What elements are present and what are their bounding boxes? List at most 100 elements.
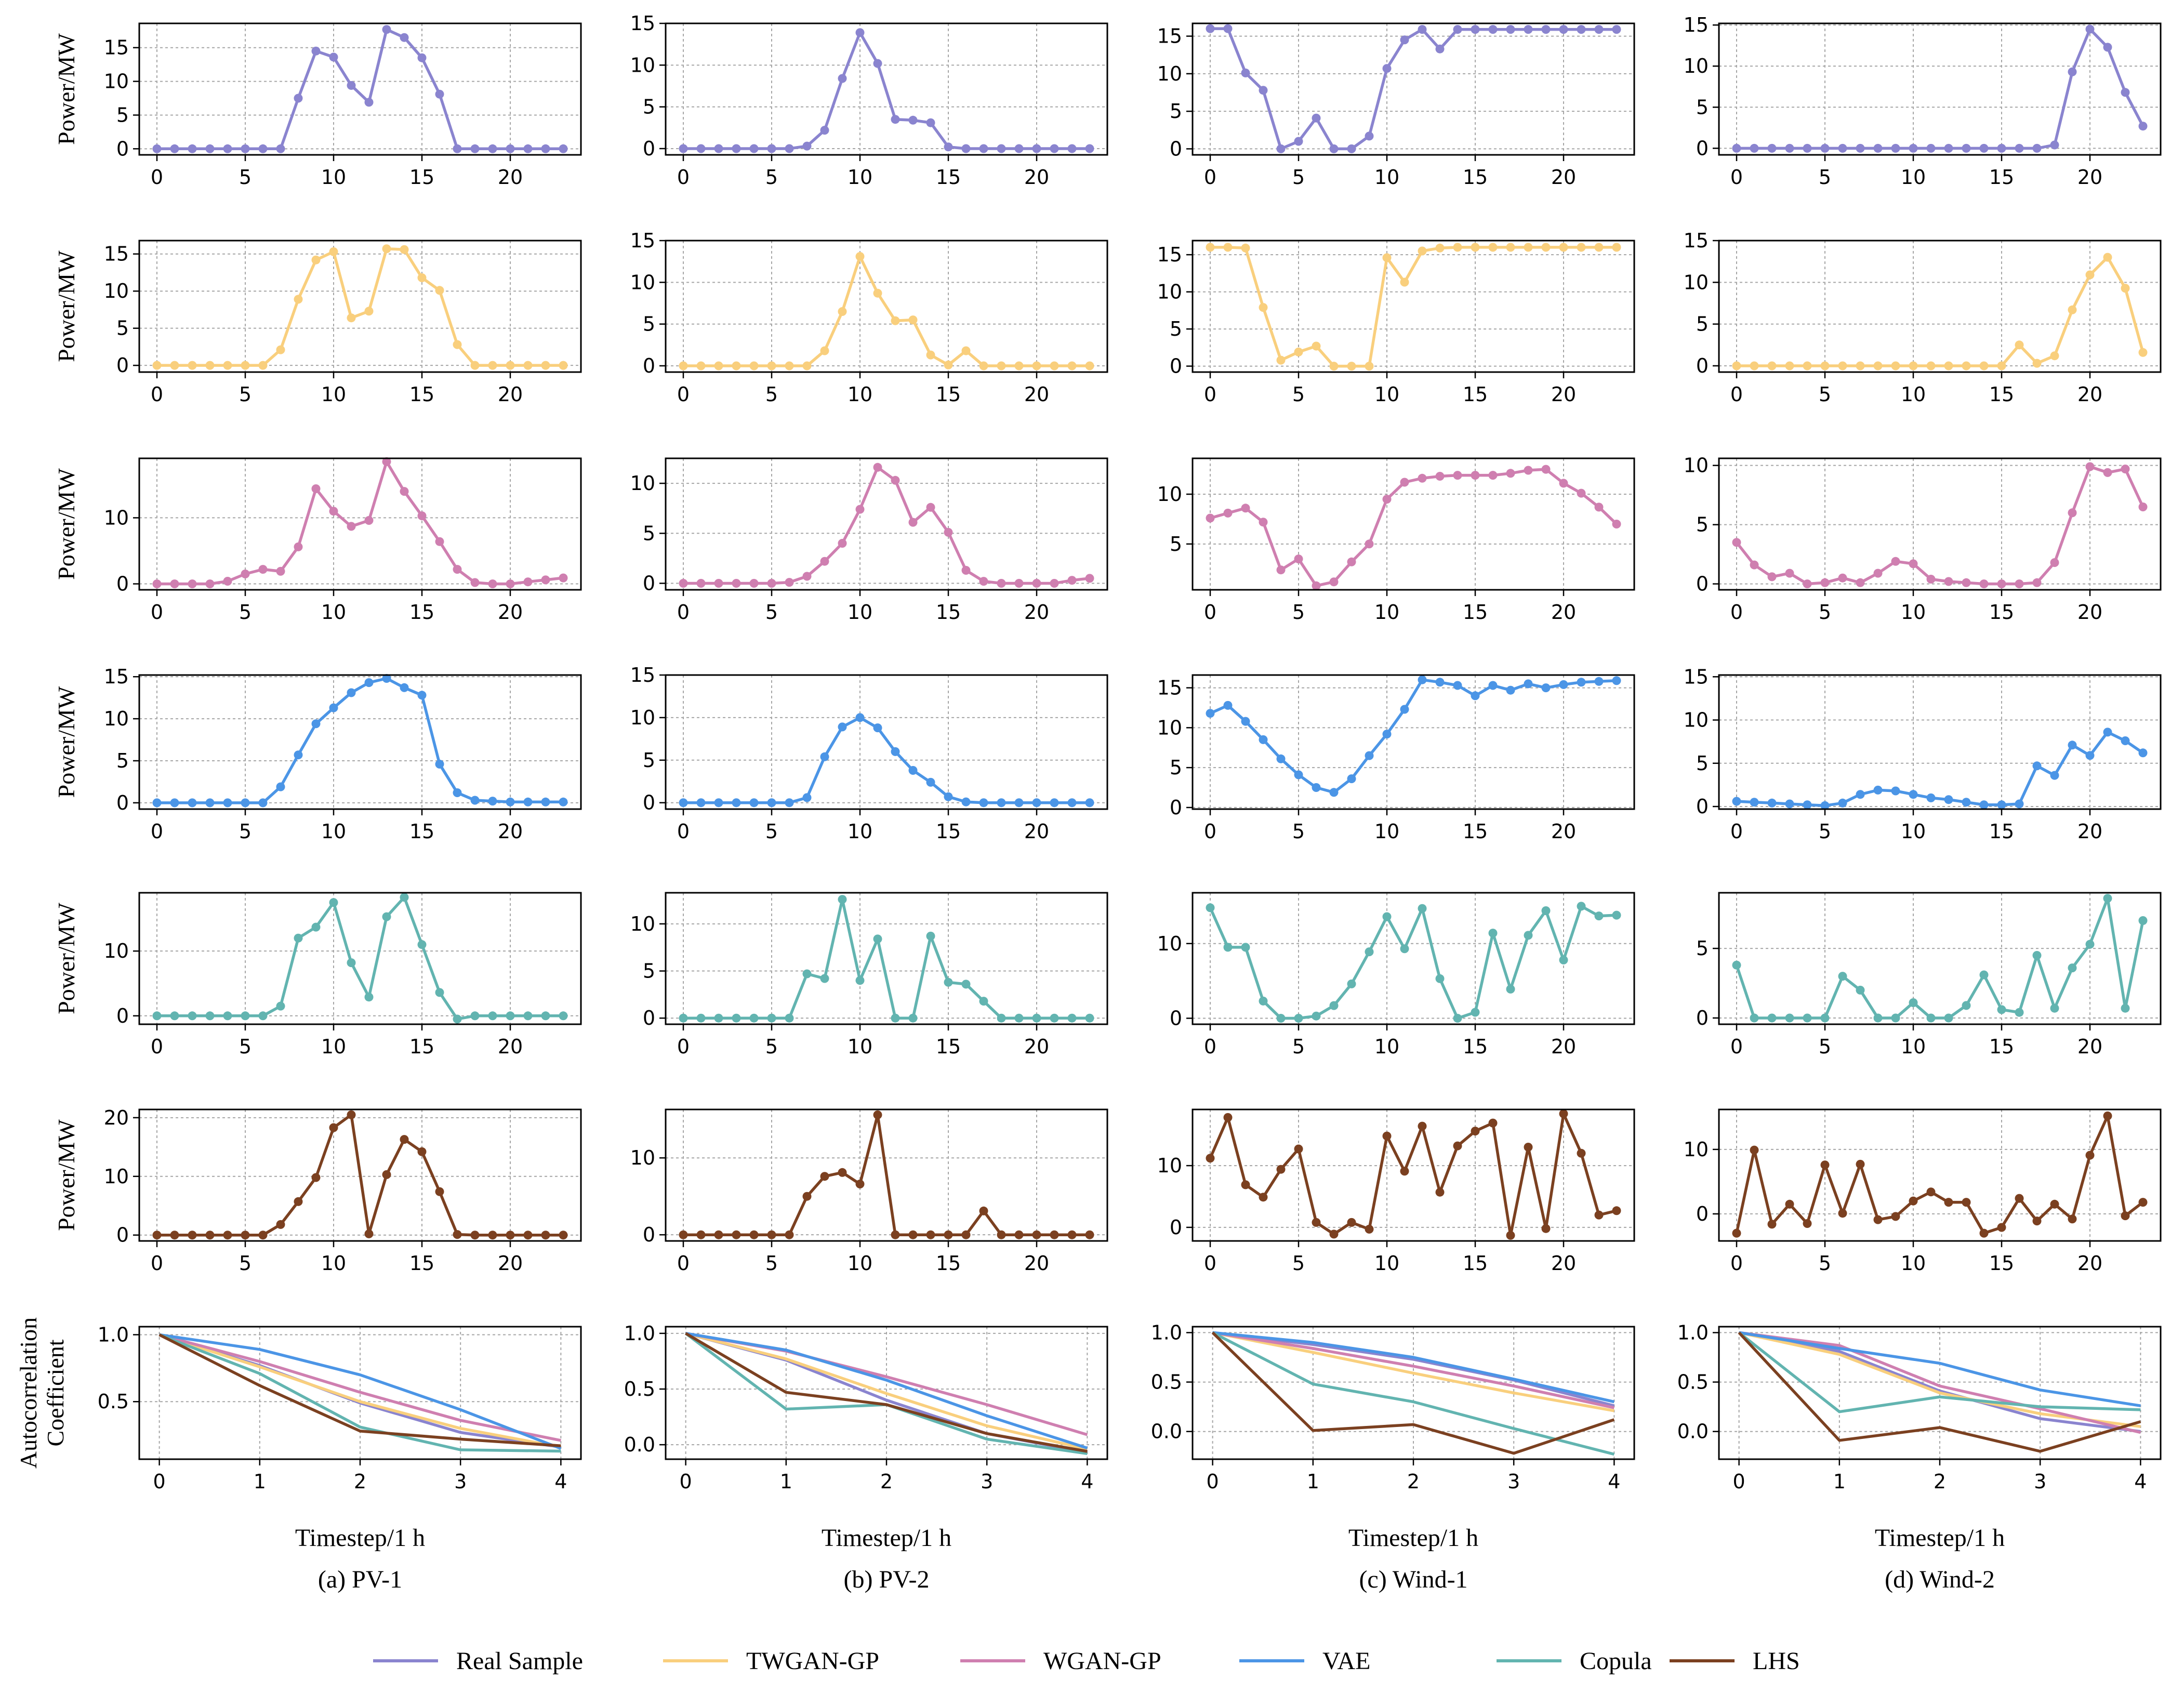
- axes-frame: [138, 1326, 582, 1460]
- data-point: [944, 977, 953, 987]
- profile-panel-wind2: 0 5 10 15 20 0 5: [1696, 892, 2162, 1058]
- profile-panel-wind2: 0 5 10 15 20 0 5 10: [1684, 454, 2162, 624]
- data-point: [400, 1135, 409, 1144]
- data-point: [1909, 559, 1918, 569]
- data-point: [1524, 1143, 1533, 1152]
- data-point: [1541, 465, 1551, 474]
- y-tick-label: 5: [1170, 533, 1182, 556]
- data-point: [732, 361, 741, 371]
- data-point: [1506, 243, 1515, 252]
- axes-frame: [1718, 457, 2162, 591]
- data-point: [1750, 560, 1759, 570]
- y-tick-label: 5: [1170, 318, 1182, 340]
- data-point: [1750, 798, 1759, 807]
- x-axis-label: Timestep/1 h: [295, 1524, 425, 1552]
- data-point: [1944, 143, 1953, 153]
- axes-frame: [1192, 892, 1635, 1025]
- data-point: [1050, 1013, 1059, 1023]
- data-point: [926, 931, 935, 941]
- data-point: [1506, 1231, 1515, 1240]
- data-point: [1820, 1013, 1830, 1023]
- data-point: [417, 940, 427, 949]
- data-point: [1541, 25, 1551, 34]
- data-point: [559, 573, 568, 583]
- data-point: [2121, 88, 2130, 97]
- data-point: [2103, 253, 2112, 262]
- data-point: [2015, 1008, 2024, 1017]
- data-point: [1241, 717, 1250, 726]
- data-point: [1382, 1131, 1392, 1141]
- data-point: [1294, 554, 1303, 564]
- data-point: [1294, 1014, 1303, 1023]
- data-point: [1453, 243, 1462, 252]
- data-point: [1732, 797, 1741, 806]
- data-point: [523, 797, 533, 807]
- data-point: [205, 1231, 215, 1240]
- acf-series-line: [1739, 1331, 2141, 1433]
- data-point: [696, 798, 706, 808]
- data-point: [1944, 795, 1953, 804]
- x-tick-label: 20: [2077, 820, 2102, 843]
- x-tick-label: 10: [321, 166, 346, 189]
- data-point: [979, 577, 988, 586]
- data-point: [382, 912, 391, 921]
- data-point: [802, 141, 812, 151]
- data-point: [417, 691, 427, 700]
- data-point: [838, 307, 847, 316]
- data-point: [2121, 465, 2130, 473]
- legend-item: LHS: [1670, 1647, 1800, 1675]
- data-point: [1856, 143, 1865, 153]
- data-point: [679, 579, 688, 588]
- data-point: [1241, 943, 1250, 952]
- data-point: [1400, 1167, 1409, 1176]
- data-point: [258, 361, 268, 370]
- profile-panel-pv1: 0 5 10 15 20 0 10 Power/MW: [53, 892, 582, 1058]
- data-point: [891, 1230, 900, 1239]
- x-tick-label: 0: [1733, 1470, 1745, 1493]
- data-point: [1803, 800, 1812, 810]
- data-point: [311, 484, 321, 493]
- profile-panel-wind2: 0 5 10 15 20 0 5 10 15: [1684, 665, 2162, 843]
- data-point: [855, 976, 865, 985]
- data-point: [696, 144, 706, 153]
- data-point: [1471, 25, 1480, 34]
- data-point: [1559, 243, 1568, 252]
- data-point: [1891, 786, 1900, 796]
- data-point: [1962, 1198, 1971, 1207]
- data-point: [1276, 144, 1286, 153]
- y-tick-label: 10: [104, 940, 129, 962]
- data-point: [1488, 243, 1498, 252]
- data-point: [364, 993, 374, 1002]
- acf-series-line: [1739, 1331, 2141, 1407]
- data-point: [944, 1230, 953, 1239]
- data-point: [944, 142, 953, 152]
- data-point: [1997, 800, 2006, 810]
- data-point: [873, 723, 882, 733]
- y-tick-label: 0: [1696, 1202, 1709, 1225]
- x-tick-label: 0: [151, 166, 163, 189]
- x-tick-label: 15: [1463, 820, 1488, 843]
- x-tick-label: 20: [2077, 601, 2102, 624]
- data-point: [1767, 361, 1777, 371]
- y-tick-label: 0.0: [1151, 1420, 1182, 1443]
- data-point: [1891, 557, 1900, 566]
- data-point: [347, 81, 356, 90]
- data-point: [1067, 1013, 1077, 1023]
- data-point: [1926, 1013, 1936, 1023]
- data-point: [1418, 1121, 1427, 1131]
- data-point: [1524, 931, 1533, 940]
- x-tick-label: 5: [1819, 1252, 1831, 1275]
- axes-frame: [138, 240, 582, 373]
- x-tick-label: 20: [498, 383, 523, 406]
- y-axis-label: Power/MW: [53, 250, 80, 362]
- x-axis-label: Timestep/1 h: [1348, 1524, 1478, 1552]
- y-axis-label: Power/MW: [53, 468, 80, 580]
- profile-panel-pv2: 0 5 10 15 20 0 5 10 15: [630, 12, 1108, 189]
- y-tick-label: 15: [1157, 243, 1182, 266]
- x-tick-label: 15: [409, 820, 434, 843]
- data-point: [1382, 912, 1392, 921]
- data-point: [855, 252, 865, 261]
- data-point: [1365, 362, 1374, 371]
- y-axis-label: AutocorrelationCoefficient: [15, 1317, 69, 1469]
- data-point: [1873, 569, 1883, 578]
